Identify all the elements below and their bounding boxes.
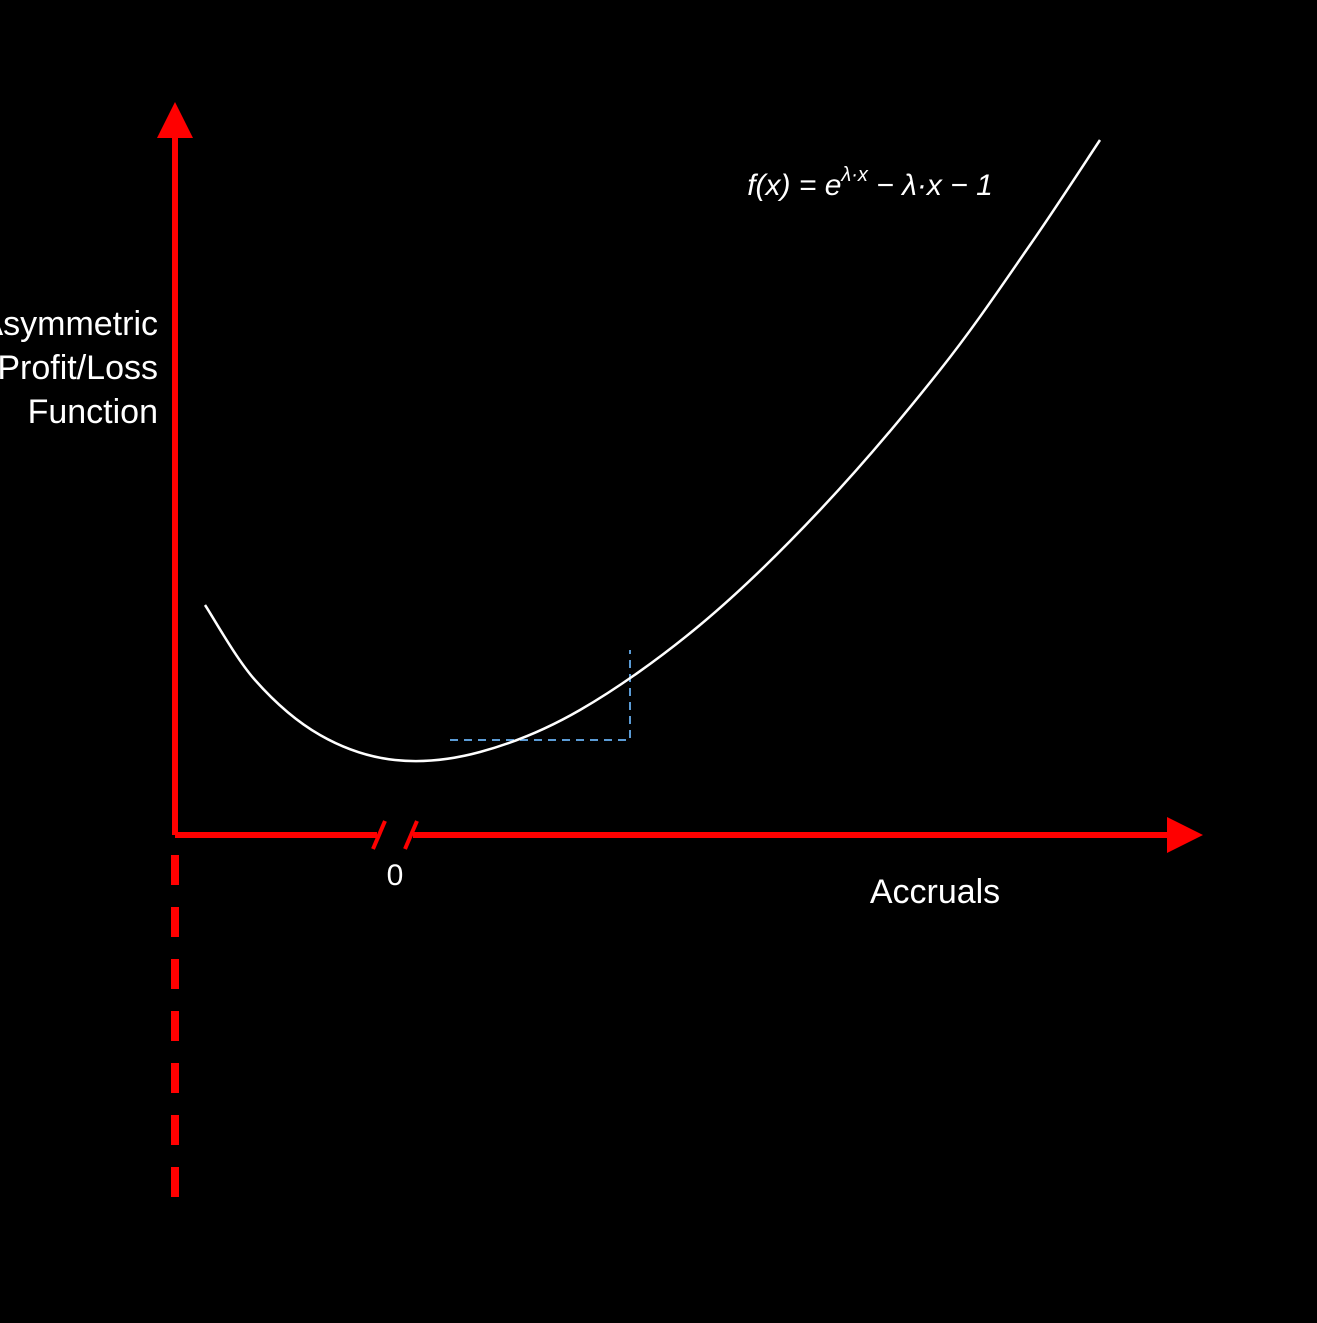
formula-rhs: − λ·x − 1 <box>868 169 993 202</box>
x-axis-break-label: 0 <box>387 859 404 892</box>
formula-lhs: f(x) = e <box>747 169 841 202</box>
formula-exponent: λ·x <box>840 164 869 186</box>
asymmetric-loss-diagram: Asymmetric Profit/Loss Function Accruals… <box>0 0 1317 1323</box>
x-axis-label: Accruals <box>870 873 1000 911</box>
y-axis-label: Asymmetric <box>0 305 158 343</box>
y-axis-label: Profit/Loss <box>0 349 158 387</box>
profit-loss-curve <box>205 140 1100 761</box>
y-axis-label: Function <box>28 393 158 431</box>
curve-formula: f(x) = eλ·x − λ·x − 1 <box>747 164 993 202</box>
